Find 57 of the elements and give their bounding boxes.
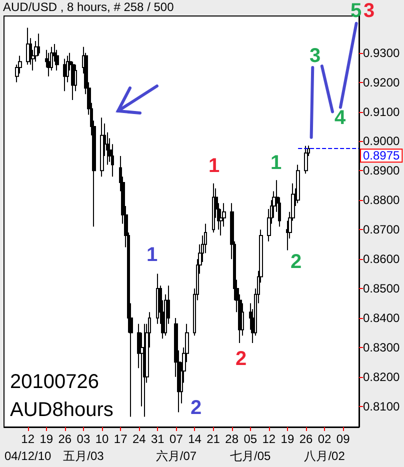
candlestick (26, 27, 30, 66)
annotation: 3 (309, 45, 321, 67)
x-tick-label: 12 (21, 432, 35, 446)
x-tick-label: 26 (299, 432, 314, 446)
y-tick-label: 0.8200 (363, 370, 400, 384)
candlestick (156, 273, 159, 324)
x-tick-label: 19 (280, 432, 294, 446)
chart-title: AUD/USD , 8 hours, # 258 / 500 (3, 0, 174, 14)
y-tick-label: 0.8400 (363, 310, 400, 325)
candlestick (304, 145, 308, 174)
x-tick-label: 07 (170, 432, 184, 446)
y-tick-label: 0.8700 (363, 222, 400, 237)
candlestick (63, 58, 67, 92)
y-tick-label: 0.8300 (363, 340, 400, 354)
x-tick-label: 10 (95, 432, 110, 446)
annotation: 1 (208, 155, 220, 177)
x-tick-label: 17 (114, 432, 128, 446)
x2-tick-label: 七月/05 (230, 449, 272, 463)
annotation: AUD8hours (10, 399, 114, 421)
y-tick-label: 0.9200 (363, 75, 400, 90)
candlestick (296, 164, 300, 204)
x-tick-label: 03 (76, 432, 90, 446)
x-tick-label: 28 (225, 432, 239, 446)
text: 3 (363, 0, 375, 22)
candlestick (100, 117, 104, 178)
annotation: 20100726 (10, 371, 99, 393)
y-tick-label: 0.8900 (363, 164, 400, 178)
y-tick-label: 0.9100 (363, 104, 400, 119)
x-tick-label: 19 (40, 432, 54, 446)
annotation: 2 (290, 251, 302, 273)
candlestick (212, 182, 215, 234)
x-tick-label: 05 (244, 432, 258, 446)
x2-tick-label: 六月/07 (156, 449, 197, 463)
annotation: 1 (270, 152, 282, 174)
y-tick-label: 0.8600 (363, 252, 400, 266)
x-tick-label: 09 (336, 432, 350, 446)
candlestick (143, 323, 146, 418)
x-tick-label: 12 (262, 432, 276, 446)
y-tick-label: 0.8500 (363, 282, 400, 296)
annotation: 4 (334, 107, 346, 129)
annotation: 2 (190, 397, 202, 419)
x-tick-label: 02 (318, 432, 332, 446)
x2-tick-label: 04/12/10 (4, 449, 52, 463)
y-tick-label: 0.8800 (363, 193, 400, 208)
annotation: 2 (235, 348, 247, 370)
x-tick-label: 24 (132, 432, 146, 446)
x2-tick-label: 五月/03 (63, 449, 104, 463)
y-tick-label: 0.9000 (363, 134, 400, 148)
ref-line-label: 0.8975 (363, 148, 400, 163)
annotation: 1 (146, 244, 158, 266)
x-tick-label: 14 (188, 432, 202, 446)
x-tick-label: 26 (58, 432, 72, 446)
x2-tick-label: 八月/02 (304, 449, 346, 463)
y-tick-label: 0.8100 (363, 399, 400, 414)
y-tick-label: 0.9300 (363, 46, 400, 60)
x-tick-label: 21 (206, 432, 220, 446)
x-tick-label: 31 (150, 432, 165, 446)
